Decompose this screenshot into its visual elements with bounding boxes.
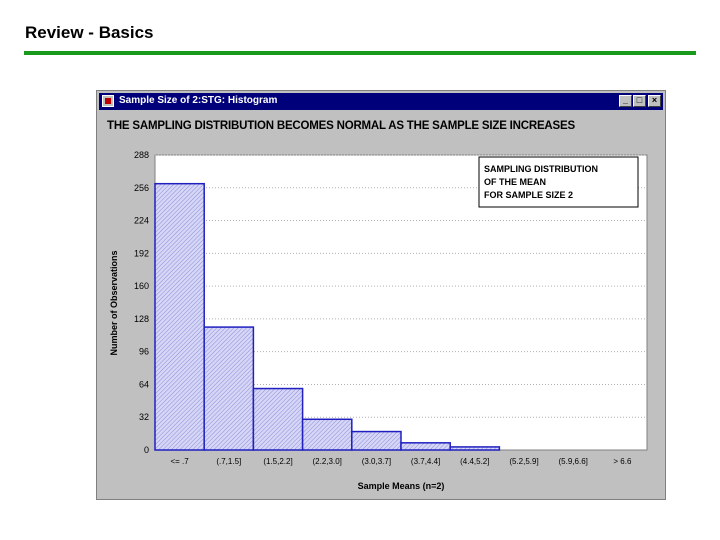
- window-title: Sample Size of 2:STG: Histogram: [119, 95, 278, 106]
- y-tick-label: 0: [144, 445, 149, 455]
- y-tick-label: 32: [139, 412, 149, 422]
- window-titlebar[interactable]: Sample Size of 2:STG: Histogram _ □ ×: [99, 93, 663, 110]
- y-tick-label: 224: [134, 216, 149, 226]
- slide-title: Review - Basics: [25, 23, 154, 42]
- maximize-button[interactable]: □: [633, 95, 646, 107]
- histogram-bar: [154, 182, 205, 451]
- x-tick-label: (4.4,5.2]: [460, 457, 489, 466]
- y-tick-label: 64: [139, 379, 149, 389]
- legend-box: SAMPLING DISTRIBUTION OF THE MEAN FOR SA…: [478, 156, 639, 208]
- x-tick-label: <= .7: [170, 457, 189, 466]
- y-tick-label: 128: [134, 314, 149, 324]
- histogram-bar: [449, 446, 501, 451]
- legend-line: SAMPLING DISTRIBUTION: [484, 164, 598, 174]
- histogram-bar: [252, 387, 304, 451]
- y-tick-label: 288: [134, 150, 149, 160]
- legend-line: OF THE MEAN: [484, 177, 546, 187]
- histogram-bar: [400, 442, 451, 451]
- title-divider: [24, 51, 696, 55]
- y-tick-label: 160: [134, 281, 149, 291]
- app-icon[interactable]: [102, 95, 114, 107]
- x-tick-label: (2.2,3.0]: [313, 457, 342, 466]
- y-tick-label: 192: [134, 248, 149, 258]
- histogram-bar: [351, 430, 402, 451]
- histogram-window: Sample Size of 2:STG: Histogram _ □ × TH…: [96, 90, 666, 500]
- x-tick-label: (5.9,6.6]: [559, 457, 588, 466]
- histogram-bar: [203, 326, 255, 451]
- x-tick-label: (.7,1.5]: [216, 457, 241, 466]
- y-axis-label: Number of Observations: [109, 250, 119, 355]
- x-tick-label: (5.2,5.9]: [509, 457, 538, 466]
- y-tick-label: 96: [139, 347, 149, 357]
- chart-heading: THE SAMPLING DISTRIBUTION BECOMES NORMAL…: [107, 120, 575, 132]
- x-tick-label: (3.0,3.7]: [362, 457, 391, 466]
- legend-line: FOR SAMPLE SIZE 2: [484, 190, 573, 200]
- y-tick-label: 256: [134, 183, 149, 193]
- x-axis-label: Sample Means (n=2): [358, 481, 445, 491]
- minimize-button[interactable]: _: [619, 95, 632, 107]
- histogram-bar: [301, 418, 353, 451]
- x-tick-label: > 6.6: [613, 457, 632, 466]
- close-button[interactable]: ×: [648, 95, 661, 107]
- histogram-chart: 0 32 64 96 128 160 192 224 256 288 <= .7 (.7,1.5] (…: [109, 150, 648, 491]
- x-tick-label: (3.7,4.4]: [411, 457, 440, 466]
- x-tick-label: (1.5,2.2]: [263, 457, 292, 466]
